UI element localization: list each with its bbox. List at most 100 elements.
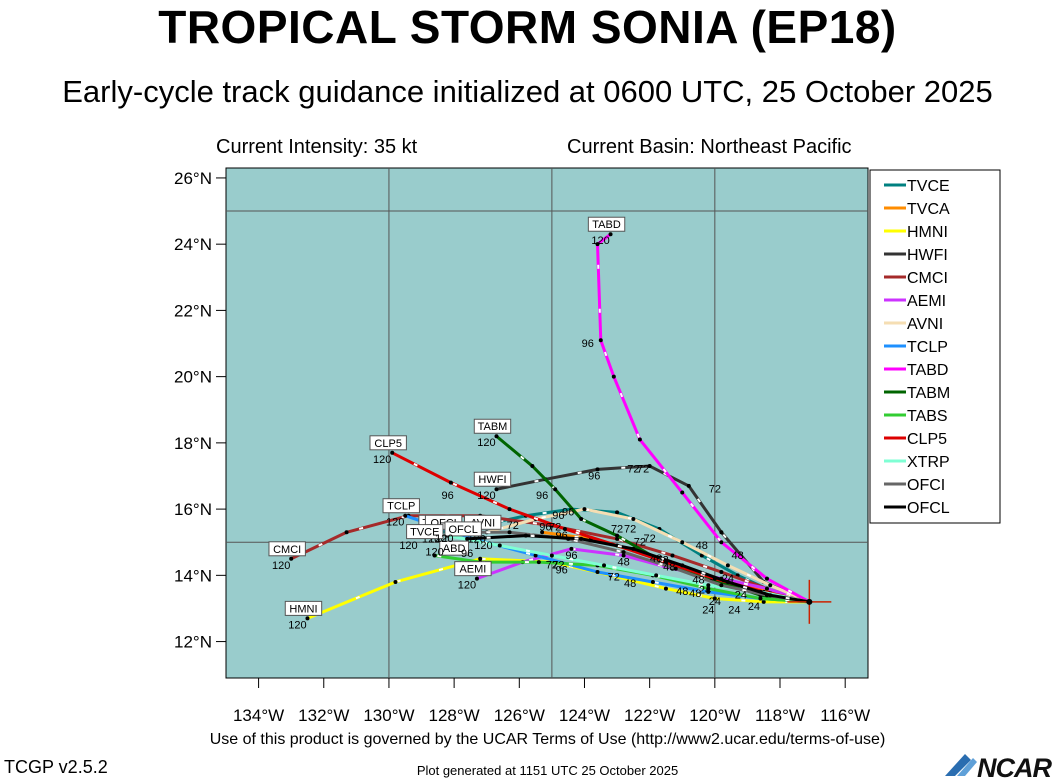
y-tick-label: 18°N bbox=[174, 434, 212, 453]
legend-item-tvce: TVCE bbox=[907, 178, 950, 195]
end-label-box bbox=[284, 600, 323, 616]
forecast-hour-label: 72 bbox=[627, 464, 639, 476]
track-point bbox=[549, 553, 554, 558]
forecast-hour-label: 72 bbox=[608, 571, 620, 583]
current-position-dot bbox=[806, 598, 813, 605]
track-point bbox=[637, 437, 642, 442]
forecast-hour-label: 48 bbox=[663, 561, 675, 573]
track-point bbox=[494, 487, 499, 492]
track-point bbox=[670, 553, 675, 558]
track-point bbox=[768, 593, 773, 598]
end-hour-label: 120 bbox=[477, 490, 495, 502]
track-lines bbox=[289, 232, 811, 621]
x-tick-label: 132°W bbox=[298, 706, 349, 725]
x-tick-label: 124°W bbox=[559, 706, 610, 725]
forecast-hour-label: 72 bbox=[634, 537, 646, 549]
track-point bbox=[507, 530, 512, 535]
track-point bbox=[474, 576, 479, 581]
current-position-marker bbox=[787, 579, 832, 624]
track-point bbox=[615, 510, 620, 515]
legend-item-aemi: AEMI bbox=[907, 293, 946, 310]
track-point bbox=[553, 487, 558, 492]
ncar-logo-text: NCAR bbox=[977, 753, 1052, 783]
track-point bbox=[478, 556, 483, 561]
track-point bbox=[523, 533, 528, 538]
forecast-hour-label: 72 bbox=[507, 520, 519, 532]
track-point bbox=[758, 596, 763, 601]
track-point bbox=[719, 530, 724, 535]
end-hour-label: 120 bbox=[288, 619, 306, 631]
track-point bbox=[764, 586, 769, 591]
label-box bbox=[406, 524, 444, 540]
end-hour-label: 120 bbox=[477, 437, 495, 449]
track-name-label: TVCE bbox=[410, 527, 439, 539]
x-tick-label: 128°W bbox=[429, 706, 480, 725]
forecast-hour-label: 72 bbox=[657, 555, 669, 567]
forecast-hour-label: 96 bbox=[441, 490, 453, 502]
x-tick-label: 126°W bbox=[494, 706, 545, 725]
track-cmci bbox=[290, 514, 810, 604]
y-tick-label: 14°N bbox=[174, 566, 212, 585]
track-point bbox=[494, 434, 499, 439]
end-label-box bbox=[382, 498, 420, 514]
track-point bbox=[680, 490, 685, 495]
legend-item-tclp: TCLP bbox=[907, 339, 948, 356]
end-label-aemi: AEMI bbox=[459, 564, 486, 576]
track-point bbox=[663, 586, 668, 591]
chart-title: TROPICAL STORM SONIA (EP18) bbox=[158, 1, 897, 53]
track-point bbox=[562, 526, 567, 531]
end-label-box bbox=[473, 418, 512, 434]
track-ofcl bbox=[467, 534, 810, 604]
track-point bbox=[533, 553, 538, 558]
forecast-hour-label: 72 bbox=[709, 484, 721, 496]
forecast-hour-label: 120 bbox=[425, 546, 443, 558]
end-label-clp5: CLP5 bbox=[374, 438, 402, 450]
track-point bbox=[403, 513, 408, 518]
end-label-tclp: TCLP bbox=[387, 501, 415, 513]
forecast-hour-label: 96 bbox=[552, 510, 564, 522]
x-tick-label: 122°W bbox=[624, 706, 675, 725]
terms-of-use[interactable]: Use of this product is governed by the U… bbox=[209, 731, 886, 748]
forecast-hour-label: 120 bbox=[399, 540, 417, 552]
legend-item-clp5: CLP5 bbox=[907, 431, 947, 448]
track-point bbox=[608, 232, 613, 237]
track-point bbox=[579, 536, 584, 541]
y-tick-label: 12°N bbox=[174, 633, 212, 652]
track-point bbox=[706, 589, 711, 594]
track-point bbox=[611, 374, 616, 379]
track-point bbox=[540, 530, 545, 535]
track-tick-aemi bbox=[476, 547, 810, 603]
end-label-hmni: HMNI bbox=[289, 603, 317, 615]
track-labels: 487296TVCE1202472HMNI1204872729696HWFI12… bbox=[268, 216, 760, 631]
map-axes: 134°W 132°W 130°W 128°W 126°W 124°W 122°W 120°W… bbox=[174, 169, 870, 725]
x-tick-label: 120°W bbox=[689, 706, 740, 725]
forecast-hour-label: 24 bbox=[699, 585, 711, 597]
track-point bbox=[432, 553, 437, 558]
chart-subtitle: Early-cycle track guidance initialized a… bbox=[62, 74, 993, 109]
legend-item-ofcl: OFCL bbox=[907, 500, 950, 517]
forecast-hour-label: 96 bbox=[556, 565, 568, 577]
version-label: TCGP v2.5.2 bbox=[4, 757, 108, 777]
end-label-box bbox=[454, 561, 492, 577]
forecast-hour-label: 96 bbox=[461, 548, 473, 560]
y-tick-label: 24°N bbox=[174, 235, 212, 254]
x-tick-label: 130°W bbox=[363, 706, 414, 725]
track-point bbox=[595, 570, 600, 575]
ncar-logo-icon bbox=[945, 754, 977, 776]
forecast-hour-label: 24 bbox=[748, 601, 760, 613]
track-point bbox=[712, 596, 717, 601]
end-hour-label: 120 bbox=[373, 454, 391, 466]
track-point bbox=[305, 616, 310, 621]
end-label-box bbox=[268, 541, 306, 557]
y-tick-label: 16°N bbox=[174, 500, 212, 519]
forecast-hour-label: 24 bbox=[728, 604, 740, 616]
end-label-box bbox=[369, 435, 407, 451]
legend-item-tvca: TVCA bbox=[907, 201, 950, 218]
track-point bbox=[654, 573, 659, 578]
track-point bbox=[448, 480, 453, 485]
track-point bbox=[621, 553, 626, 558]
legend-item-tabd: TABD bbox=[907, 362, 948, 379]
end-label-cmci: CMCI bbox=[273, 544, 301, 556]
track-point bbox=[579, 517, 584, 522]
track-point bbox=[680, 563, 685, 568]
